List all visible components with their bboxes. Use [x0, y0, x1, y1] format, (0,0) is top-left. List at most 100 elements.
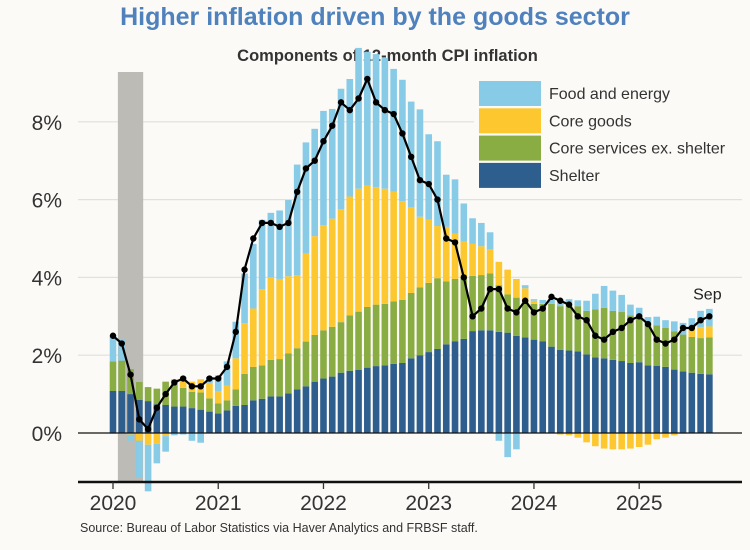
bar-shelter [267, 396, 275, 433]
legend: Food and energy Core goods Core services e… [474, 76, 744, 194]
bar-food-energy [355, 47, 362, 189]
bar-core-services-ex-shelter [214, 403, 222, 414]
bar-shelter [548, 346, 555, 433]
bar-core-goods [618, 433, 625, 450]
headline-point [574, 313, 582, 320]
bar-core-goods [223, 385, 231, 401]
bar-core-services-ex-shelter [258, 365, 266, 399]
bar-core-goods [688, 327, 696, 337]
bar-shelter [407, 358, 415, 433]
bar-shelter [434, 348, 441, 433]
bar-core-services-ex-shelter [574, 306, 582, 352]
bar-core-goods [144, 433, 152, 445]
headline-point [530, 309, 538, 316]
bar-core-goods [592, 433, 599, 447]
bar-core-services-ex-shelter [407, 292, 415, 359]
bar-core-services-ex-shelter [109, 361, 117, 391]
legend-label: Shelter [549, 168, 600, 185]
bar-shelter [320, 378, 327, 433]
y-tick-label: 2% [32, 345, 62, 368]
bar-food-energy [600, 285, 608, 308]
bar-shelter [486, 330, 494, 433]
bar-food-energy [285, 199, 292, 277]
bar-core-services-ex-shelter [434, 278, 441, 349]
headline-point [443, 235, 450, 242]
bar-shelter [618, 361, 625, 433]
headline-point [250, 235, 257, 242]
bar-core-goods [644, 433, 652, 445]
bar-core-services-ex-shelter [644, 324, 652, 366]
bar-shelter [171, 406, 178, 433]
bar-core-services-ex-shelter [285, 353, 292, 394]
bar-shelter [451, 341, 459, 433]
bar-shelter [206, 411, 213, 433]
bar-food-energy [346, 79, 354, 197]
headline-point [600, 336, 608, 343]
bar-shelter [197, 409, 204, 433]
bar-core-services-ex-shelter [232, 389, 240, 406]
bar-shelter [609, 359, 617, 433]
bar-shelter [399, 362, 406, 433]
headline-point [521, 297, 529, 304]
bar-core-services-ex-shelter [250, 366, 257, 401]
bar-food-energy [609, 290, 617, 311]
bar-core-services-ex-shelter [153, 388, 161, 405]
bar-core-goods [670, 433, 678, 436]
bar-food-energy [521, 285, 529, 289]
headline-point [127, 371, 134, 378]
headline-point [434, 196, 441, 203]
bar-food-energy [662, 320, 669, 328]
headline-point [285, 219, 292, 227]
legend-swatch-core-services-ex-shelter [479, 135, 541, 161]
bar-food-energy [504, 433, 511, 458]
bar-food-energy [460, 203, 468, 242]
headline-point [399, 130, 406, 137]
bar-core-services-ex-shelter [127, 369, 134, 395]
bar-core-services-ex-shelter [223, 400, 231, 411]
bar-core-goods [381, 188, 389, 304]
bar-shelter [521, 337, 529, 433]
headline-point [662, 340, 669, 347]
bar-food-energy [556, 303, 564, 307]
bar-food-energy [258, 219, 266, 290]
headline-point [144, 425, 152, 433]
bar-shelter [504, 332, 511, 433]
headline-point [311, 157, 318, 164]
bar-food-energy [188, 433, 196, 441]
legend-label: Core services ex. shelter [549, 141, 726, 158]
bar-shelter [355, 369, 362, 433]
headline-point [302, 165, 310, 172]
bar-food-energy [451, 179, 459, 234]
bar-core-goods [460, 241, 468, 279]
bar-core-services-ex-shelter [320, 330, 327, 379]
bar-core-goods [206, 382, 213, 399]
bar-shelter [337, 372, 345, 433]
x-tick-label: 2020 [90, 492, 137, 515]
bar-food-energy [162, 436, 169, 452]
bar-core-services-ex-shelter [302, 341, 310, 387]
bar-shelter [364, 367, 371, 433]
bar-core-goods [425, 219, 433, 283]
bar-core-services-ex-shelter [670, 331, 678, 370]
bar-shelter [311, 381, 319, 433]
bar-core-goods [495, 261, 503, 286]
bar-food-energy [495, 433, 503, 441]
bar-core-services-ex-shelter [635, 316, 643, 363]
bar-shelter [644, 365, 652, 433]
bar-food-energy [276, 210, 283, 279]
bar-food-energy [302, 142, 310, 254]
bar-core-services-ex-shelter [469, 275, 476, 332]
bar-core-services-ex-shelter [346, 315, 354, 371]
headline-point [171, 379, 178, 386]
bar-core-services-ex-shelter [495, 285, 503, 332]
bar-food-energy [328, 108, 336, 219]
bar-core-services-ex-shelter [381, 303, 389, 366]
bar-core-goods [574, 433, 582, 438]
bar-food-energy [223, 361, 231, 386]
bar-food-energy [583, 300, 590, 311]
bar-core-goods [442, 226, 450, 282]
bar-food-energy [635, 307, 643, 317]
bar-food-energy [372, 54, 380, 188]
bar-food-energy [197, 433, 204, 443]
bar-shelter [662, 366, 669, 433]
